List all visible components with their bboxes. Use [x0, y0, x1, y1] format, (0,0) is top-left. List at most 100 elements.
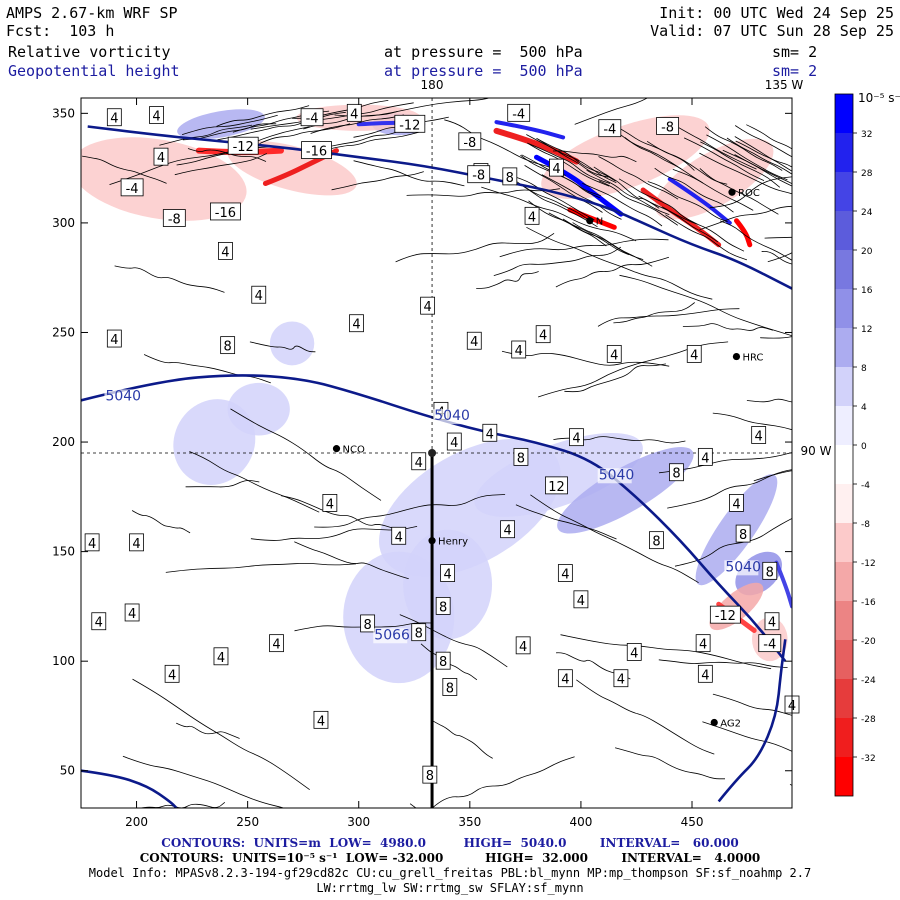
colorbar-swatch: [835, 484, 853, 523]
vorticity-contour-line: [395, 232, 555, 263]
vorticity-contour-line: [431, 719, 493, 759]
vorticity-contour-line: [536, 137, 616, 182]
x-tick-label: 200: [125, 815, 148, 829]
vorticity-label-box: [91, 612, 107, 631]
vorticity-label-box: [411, 452, 427, 471]
height-contour-label: 5066: [374, 627, 410, 643]
colorbar-swatch: [835, 601, 853, 640]
colorbar-label: 32: [861, 130, 872, 140]
station-label: HRC: [742, 353, 763, 364]
vorticity-label-box: [626, 643, 642, 661]
vorticity-label-box: [511, 340, 527, 359]
vorticity-contour-line: [513, 179, 593, 224]
cross-section-line: [428, 449, 437, 808]
vorticity-contour-label: 4: [630, 646, 638, 661]
vorticity-contour-label: 4: [128, 607, 136, 622]
vorticity-label-box: [598, 119, 622, 138]
vorticity-contour-label: -8: [661, 120, 674, 135]
vorticity-label-box: [124, 603, 140, 622]
vorticity-contour-label: 8: [506, 171, 514, 186]
vorticity-label-box: [120, 178, 144, 197]
vorticity-contour-label: 4: [317, 714, 325, 729]
vorticity-contour-line: [560, 634, 772, 670]
vorticity-contour-label: 4: [352, 318, 360, 333]
vorticity-label-box: [751, 426, 767, 444]
vorticity-label-box: [360, 614, 376, 633]
vorticity-contour-label: 4: [701, 451, 709, 466]
vorticity-contour-label: 4: [577, 594, 585, 609]
vorticity-contour-line: [249, 341, 316, 353]
vorticity-contour-line: [667, 469, 792, 509]
vorticity-label-box: [545, 476, 568, 495]
vorticity-label-box: [669, 463, 684, 482]
vorticity-contour-line: [311, 129, 404, 150]
vorticity-label-box: [697, 664, 713, 683]
height-label-bg: [597, 468, 632, 484]
station-markers: NCO Henry HRC AG2 ROC N: [332, 188, 763, 730]
vorticity-contour-label: -4: [763, 638, 776, 653]
vorticity-contour-line: [250, 111, 346, 130]
vorticity-contour-line: [527, 142, 610, 187]
vorticity-label-box: [467, 165, 491, 184]
vorticity-label-box: [709, 605, 741, 624]
height-contour-line: [81, 769, 178, 808]
model-info: Model Info: MPASv8.2.3-194-gf29cd82c CU:…: [88, 866, 812, 880]
vorticity-contour-label: 4: [110, 112, 118, 127]
vorticity-contour-line: [719, 220, 792, 261]
vorticity-contour-line: [217, 119, 309, 141]
vorticity-contour-line: [114, 265, 225, 293]
height-contour-line: [717, 639, 787, 803]
vorticity-label-box: [411, 623, 427, 642]
vorticity-contour-line: [281, 495, 393, 529]
vorticity-contour-line: [683, 137, 765, 181]
vorticity-contour-line: [712, 412, 792, 431]
vorticity-label-box: [549, 158, 564, 177]
vorticity-label-box: [442, 678, 458, 696]
vorticity-label-box: [440, 564, 456, 582]
vorticity-contour-line: [555, 256, 670, 288]
vorticity-shade: [81, 137, 247, 221]
vorticity-contours: [82, 98, 792, 808]
colorbar-swatch: [835, 328, 853, 367]
vorticity-contour-line: [704, 126, 783, 171]
vorticity-label-box: [606, 344, 622, 363]
vorticity-contour-line: [760, 336, 792, 339]
vorticity-contour-line: [185, 480, 260, 488]
station-dot: [710, 718, 718, 727]
vorticity-contour-line: [143, 354, 271, 384]
vorticity-label-box: [686, 344, 702, 363]
vorticity-streak: [494, 120, 566, 140]
vorticity-label-box: [513, 447, 529, 466]
vorticity-shade: [474, 433, 643, 517]
vorticity-contour-line: [699, 152, 792, 195]
vorticity-contour-line: [746, 124, 792, 150]
vorticity-contour-line: [324, 131, 419, 151]
station-dot: [728, 188, 736, 196]
vorticity-contour-label: 4: [768, 616, 776, 631]
vorticity-contour-label: -4: [603, 123, 616, 138]
vorticity-contour-line: [709, 176, 792, 209]
vorticity-contour-line: [624, 137, 704, 184]
colorbar-swatch: [835, 562, 853, 601]
valid-time: Valid: 07 UTC Sun 28 Sep 25: [650, 22, 894, 40]
vorticity-contour-line: [646, 140, 728, 185]
vorticity-contour-line: [734, 125, 792, 158]
colorbar-label: -4: [861, 481, 870, 491]
vorticity-label-box: [84, 533, 100, 552]
vorticity-contour-line: [582, 182, 663, 227]
y-tick-label: 300: [52, 216, 75, 230]
vorticity-contour-label: 8: [224, 340, 232, 355]
vorticity-contour-label: 4: [255, 289, 263, 304]
colorbar-swatch: [835, 757, 853, 796]
vorticity-contour-line: [499, 238, 669, 258]
vorticity-contour-label: 8: [415, 627, 423, 642]
colorbar-label: 12: [861, 325, 872, 335]
vorticity-contour-line: [420, 643, 478, 681]
vorticity-contour-label: 4: [450, 436, 458, 451]
vorticity-label-box: [758, 634, 782, 653]
vorticity-contour-line: [562, 218, 644, 260]
vorticity-contour-label: 8: [439, 655, 447, 670]
lon-135w-label: 135 W: [765, 78, 804, 92]
vorticity-contour-label: 4: [519, 640, 527, 655]
station-dot: [732, 352, 741, 361]
